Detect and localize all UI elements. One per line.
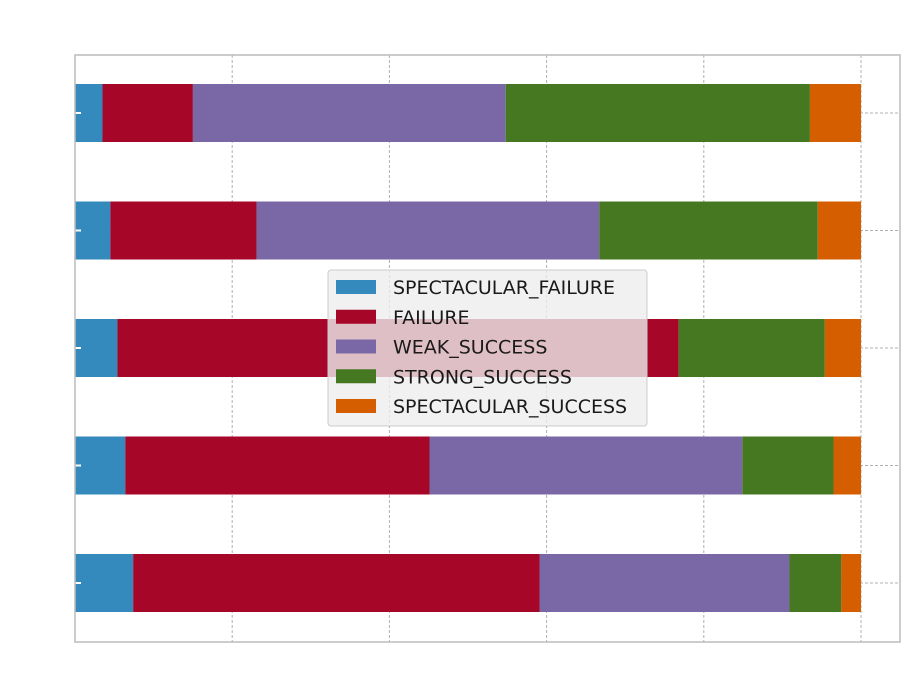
bar-segment-spectacular-failure — [75, 554, 134, 612]
legend-label: FAILURE — [393, 307, 470, 329]
bar-segment-strong-success — [599, 201, 818, 260]
bar-segment-strong-success — [678, 319, 825, 377]
bar-segment-strong-success — [789, 554, 842, 612]
legend-swatch — [336, 369, 376, 384]
legend-swatch — [336, 399, 376, 413]
legend-label: SPECTACULAR_FAILURE — [393, 277, 615, 299]
bar-segment-spectacular-success — [841, 554, 861, 612]
bar-segment-weak-success — [539, 554, 790, 612]
bar-segment-weak-success — [429, 436, 743, 495]
legend-label: WEAK_SUCCESS — [393, 337, 547, 359]
bar-segment-strong-success — [742, 436, 834, 495]
legend: SPECTACULAR_FAILURE FAILURE WEAK_SUCCESS ST… — [327, 269, 648, 427]
bar-segment-spectacular-success — [824, 319, 861, 377]
bar-segments — [75, 84, 861, 612]
bar-segment-strong-success — [505, 84, 810, 142]
legend-swatch — [336, 309, 376, 324]
bar-segment-failure — [102, 84, 193, 142]
bar-segment-spectacular-failure — [75, 319, 118, 377]
legend-label: SPECTACULAR_SUCCESS — [393, 396, 627, 418]
bar-segment-spectacular-success — [833, 436, 861, 495]
y-ticks — [75, 112, 81, 584]
bar-segment-spectacular-failure — [75, 436, 126, 495]
bar-segment-spectacular-success — [817, 201, 861, 260]
plot-frame — [74, 54, 901, 643]
bar-segment-failure — [125, 436, 430, 495]
legend-swatch — [336, 339, 376, 354]
legend-box — [327, 269, 648, 427]
bar-segment-spectacular-success — [809, 84, 861, 142]
bar-segment-weak-success — [256, 201, 600, 260]
bar-segment-failure — [133, 554, 540, 612]
bar-segment-weak-success — [192, 84, 506, 142]
bar-segment-failure — [110, 201, 257, 260]
legend-label: STRONG_SUCCESS — [393, 366, 572, 388]
legend-swatch — [336, 280, 376, 294]
